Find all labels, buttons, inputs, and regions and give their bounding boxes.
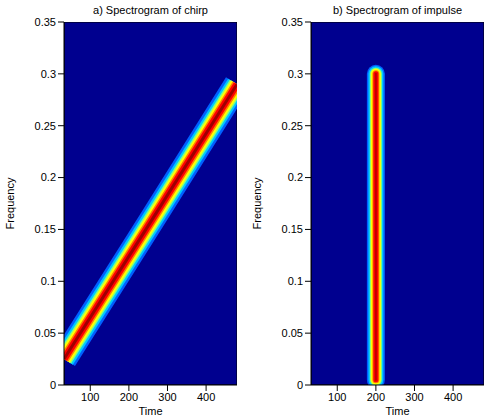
svg-text:0.05: 0.05 xyxy=(35,327,56,339)
svg-text:200: 200 xyxy=(120,391,138,403)
svg-text:200: 200 xyxy=(367,391,385,403)
svg-text:0.25: 0.25 xyxy=(282,120,303,132)
svg-text:0: 0 xyxy=(50,379,56,391)
svg-text:0.2: 0.2 xyxy=(41,171,56,183)
svg-text:0.1: 0.1 xyxy=(41,275,56,287)
svg-text:0.35: 0.35 xyxy=(282,16,303,28)
svg-text:0.05: 0.05 xyxy=(282,327,303,339)
svg-text:0.15: 0.15 xyxy=(35,223,56,235)
svg-text:0.3: 0.3 xyxy=(288,68,303,80)
svg-text:100: 100 xyxy=(81,391,99,403)
svg-text:0.15: 0.15 xyxy=(282,223,303,235)
svg-text:0.35: 0.35 xyxy=(35,16,56,28)
svg-text:400: 400 xyxy=(197,391,215,403)
svg-text:0.3: 0.3 xyxy=(41,68,56,80)
svg-text:Frequency: Frequency xyxy=(251,177,263,229)
html-text:b) Spectrogram of impulse: b) Spectrogram of impulse xyxy=(333,4,462,16)
svg-text:0.2: 0.2 xyxy=(288,171,303,183)
svg-text:Time: Time xyxy=(385,405,409,417)
svg-text:300: 300 xyxy=(158,391,176,403)
svg-text:100: 100 xyxy=(328,391,346,403)
svg-text:Time: Time xyxy=(138,405,162,417)
html-text:a) Spectrogram of chirp: a) Spectrogram of chirp xyxy=(93,4,208,16)
svg-text:300: 300 xyxy=(405,391,423,403)
svg-text:Frequency: Frequency xyxy=(4,177,16,229)
svg-text:0.25: 0.25 xyxy=(35,120,56,132)
svg-text:0.1: 0.1 xyxy=(288,275,303,287)
svg-text:0: 0 xyxy=(297,379,303,391)
svg-text:400: 400 xyxy=(444,391,462,403)
